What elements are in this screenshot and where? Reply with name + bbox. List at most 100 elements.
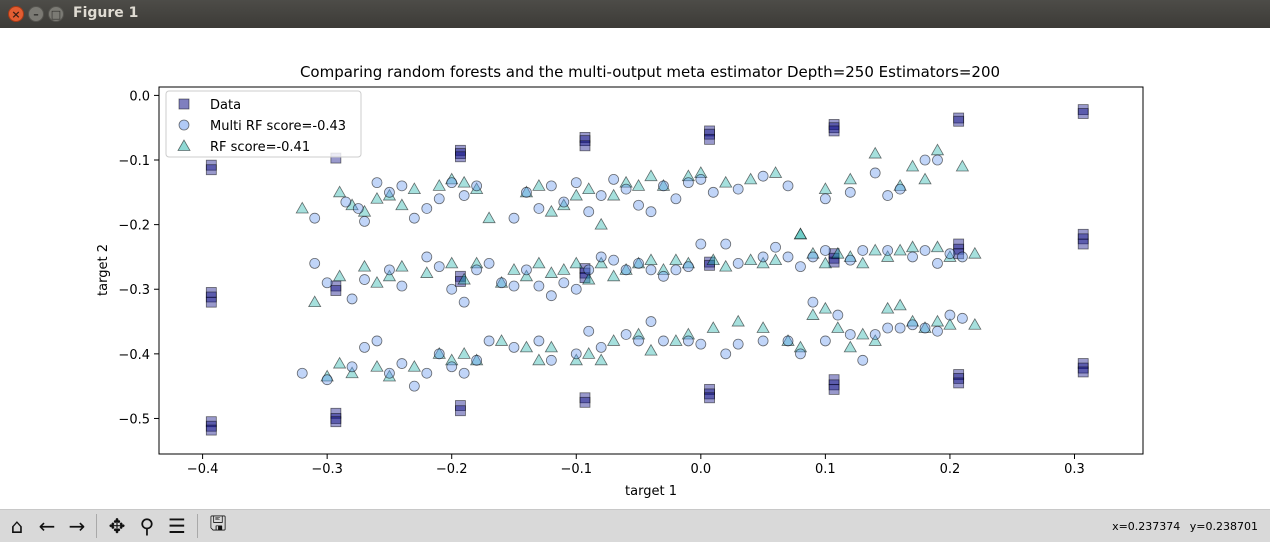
circle-point bbox=[956, 312, 968, 324]
circle-point bbox=[757, 335, 769, 347]
circle-point bbox=[446, 283, 458, 295]
circle-point bbox=[533, 203, 545, 214]
triangle-point bbox=[507, 263, 521, 275]
triangle-point bbox=[768, 166, 783, 178]
save-icon[interactable]: 🖫 bbox=[209, 511, 227, 535]
circle-point bbox=[408, 212, 420, 224]
circle-point bbox=[608, 173, 620, 185]
triangle-point bbox=[582, 182, 596, 194]
circle-point bbox=[352, 203, 364, 214]
triangle-point bbox=[594, 256, 608, 269]
triangle-point bbox=[395, 198, 409, 211]
triangle-point bbox=[382, 369, 397, 382]
y-tick-label: −0.5 bbox=[118, 412, 150, 427]
minimize-icon[interactable]: – bbox=[28, 6, 44, 22]
circle-point bbox=[371, 335, 383, 347]
circle-point bbox=[458, 296, 470, 308]
circle-point bbox=[645, 264, 657, 276]
back-icon[interactable]: ← bbox=[38, 514, 56, 538]
circle-point bbox=[545, 290, 557, 302]
triangle-point bbox=[631, 327, 646, 340]
circle-point bbox=[782, 335, 794, 347]
triangle-point bbox=[457, 272, 471, 285]
square-point bbox=[828, 125, 840, 137]
circle-point bbox=[682, 261, 694, 273]
circle-point bbox=[670, 193, 682, 205]
circle-point bbox=[508, 212, 520, 224]
triangle-point bbox=[943, 317, 957, 330]
circle-point bbox=[471, 180, 483, 192]
square-point bbox=[205, 296, 217, 308]
circle-point bbox=[894, 183, 906, 195]
triangle-point bbox=[806, 308, 820, 320]
triangle-point bbox=[856, 256, 870, 269]
cursor-coordinates: x=0.237374 y=0.238701 bbox=[1106, 520, 1258, 533]
close-icon[interactable]: × bbox=[8, 6, 24, 22]
figure-canvas[interactable]: Comparing random forests and the multi-o… bbox=[0, 28, 1270, 509]
triangle-point bbox=[370, 191, 384, 204]
triangle-point bbox=[880, 301, 895, 314]
triangle-point bbox=[818, 301, 833, 314]
legend-entry-label: Data bbox=[210, 98, 241, 113]
configure-subplots-icon[interactable]: ☰ bbox=[168, 514, 186, 538]
triangle-point bbox=[370, 275, 384, 288]
circle-point bbox=[359, 341, 370, 353]
triangle-point bbox=[494, 334, 509, 346]
zoom-icon[interactable]: ⚲ bbox=[139, 514, 155, 538]
triangle-point bbox=[743, 172, 758, 185]
triangle-point bbox=[644, 343, 658, 356]
circle-point bbox=[944, 309, 956, 321]
navigation-toolbar: ⌂ ← → ✥ ⚲ ☰ 🖫 x=0.237374 y=0.238701 bbox=[0, 509, 1270, 542]
circle-point bbox=[558, 196, 570, 208]
circle-point bbox=[932, 325, 943, 337]
x-tick-label: 0.1 bbox=[815, 462, 836, 477]
x-tick-label: −0.4 bbox=[187, 462, 219, 477]
circle-point bbox=[421, 367, 433, 379]
circle-point bbox=[807, 296, 819, 308]
x-coordinate-readout: x=0.237374 bbox=[1112, 520, 1181, 533]
triangle-point bbox=[893, 298, 907, 311]
triangle-point bbox=[332, 269, 347, 282]
triangle-point bbox=[469, 353, 484, 366]
circle-point bbox=[819, 335, 831, 347]
triangle-point bbox=[955, 159, 970, 172]
triangle-point bbox=[445, 256, 459, 269]
circle-point bbox=[807, 251, 819, 263]
toolbar-separator bbox=[96, 514, 97, 538]
circle-point bbox=[396, 280, 408, 292]
triangle-point bbox=[382, 269, 397, 282]
triangle-point bbox=[619, 175, 633, 188]
circle-point bbox=[545, 354, 557, 366]
circle-point bbox=[782, 251, 794, 263]
circle-point bbox=[421, 251, 433, 263]
triangle-point bbox=[606, 269, 621, 282]
pan-icon[interactable]: ✥ bbox=[108, 514, 126, 538]
triangle-point bbox=[457, 175, 471, 188]
circle-point bbox=[446, 177, 458, 189]
circle-point bbox=[458, 190, 470, 201]
square-point bbox=[1077, 238, 1089, 250]
circle-point bbox=[844, 254, 856, 266]
x-tick-label: 0.0 bbox=[690, 462, 711, 477]
circle-point bbox=[359, 274, 370, 285]
triangle-point bbox=[407, 359, 422, 372]
circle-point bbox=[782, 180, 794, 192]
square-point bbox=[828, 256, 840, 268]
triangle-point bbox=[731, 314, 745, 327]
circle-point bbox=[844, 186, 856, 198]
triangle-point bbox=[843, 172, 857, 185]
circle-point bbox=[521, 186, 532, 198]
circle-point bbox=[882, 190, 894, 201]
circle-point bbox=[583, 325, 595, 337]
maximize-icon[interactable]: □ bbox=[48, 6, 64, 22]
triangle-point bbox=[818, 256, 833, 269]
square-point bbox=[205, 424, 217, 436]
circle-point bbox=[633, 199, 644, 211]
forward-icon[interactable]: → bbox=[68, 514, 86, 538]
home-icon[interactable]: ⌂ bbox=[10, 514, 24, 538]
circle-point bbox=[471, 264, 483, 276]
circle-point bbox=[408, 380, 420, 392]
circle-point bbox=[421, 203, 433, 214]
circle-point bbox=[384, 264, 395, 276]
triangle-point bbox=[382, 188, 397, 201]
